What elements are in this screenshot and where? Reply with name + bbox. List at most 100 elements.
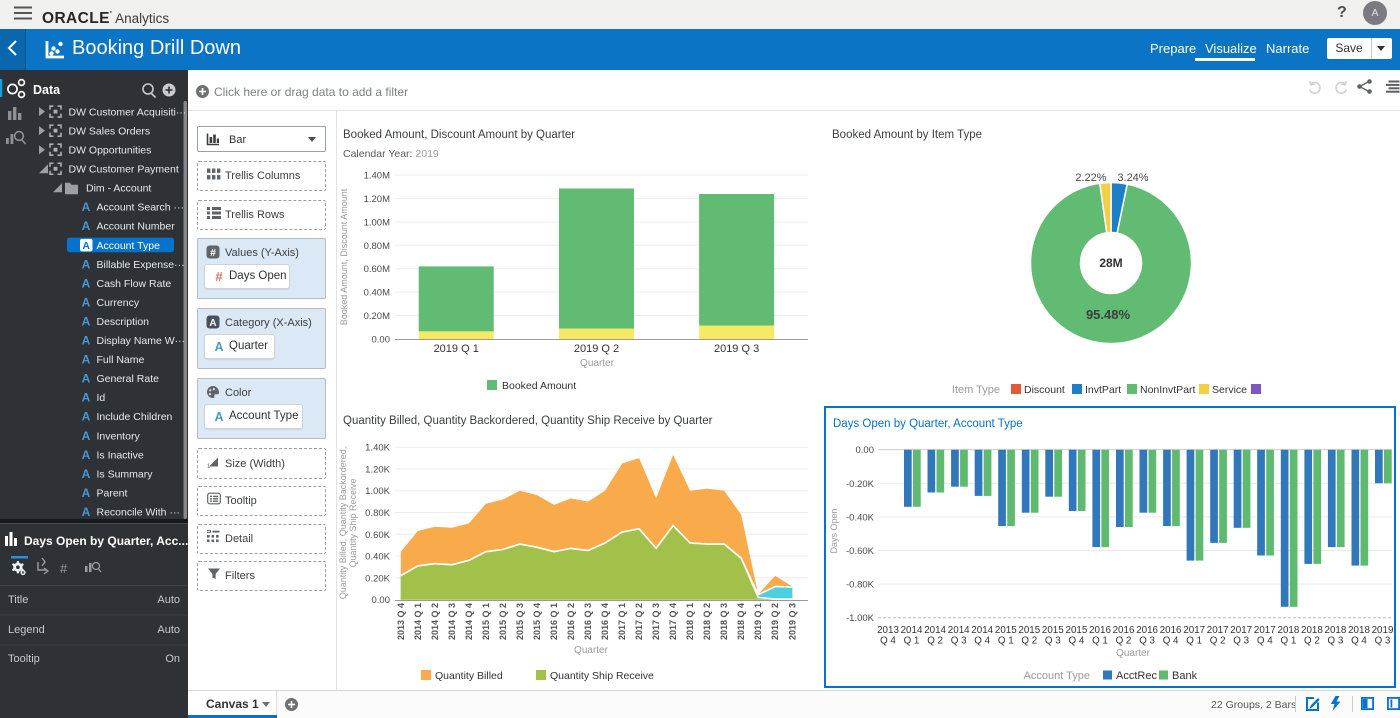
svg-text:Quarter: Quarter	[574, 645, 609, 656]
svg-text:A: A	[82, 467, 91, 481]
svg-text:Q 1: Q 1	[1186, 636, 1202, 647]
svg-text:1: 1	[207, 464, 211, 469]
svg-text:Reconcile With ···: Reconcile With ···	[97, 506, 180, 518]
svg-text:Discount: Discount	[1024, 384, 1065, 396]
svg-text:Q 3: Q 3	[1328, 636, 1344, 647]
svg-text:Is Inactive: Is Inactive	[97, 449, 144, 461]
svg-text:A: A	[82, 200, 91, 214]
svg-text:Inventory: Inventory	[97, 430, 141, 442]
svg-text:1.20M: 1.20M	[364, 194, 390, 205]
svg-text:Q 2: Q 2	[927, 636, 943, 647]
svg-text:2015 Q 2: 2015 Q 2	[498, 603, 508, 640]
svg-text:0.80M: 0.80M	[364, 241, 390, 252]
svg-text:Include Children: Include Children	[97, 411, 173, 423]
svg-text:1.20K: 1.20K	[365, 465, 390, 476]
svg-text:Q 3: Q 3	[1045, 636, 1061, 647]
svg-text:2019 Q 1: 2019 Q 1	[753, 603, 763, 640]
svg-text:NonInvtPart: NonInvtPart	[1140, 384, 1196, 396]
svg-text:2018: 2018	[1301, 625, 1323, 636]
svg-text:Q 2: Q 2	[1210, 636, 1226, 647]
svg-text:2014 Q 4: 2014 Q 4	[464, 603, 474, 640]
svg-text:Quarter: Quarter	[1116, 648, 1151, 659]
svg-text:0.00: 0.00	[372, 595, 391, 606]
svg-text:-0.60K: -0.60K	[846, 546, 875, 557]
svg-text:Quantity Billed, Quantity Back: Quantity Billed, Quantity Backordered,	[338, 447, 348, 600]
svg-text:0.20K: 0.20K	[365, 573, 390, 584]
svg-text:General Rate: General Rate	[97, 373, 160, 385]
svg-text:Display Name W···: Display Name W···	[97, 335, 186, 347]
svg-text:2015 Q 4: 2015 Q 4	[532, 603, 542, 640]
svg-text:DW Opportunities: DW Opportunities	[69, 145, 152, 157]
svg-text:0.60M: 0.60M	[364, 264, 390, 275]
svg-text:Quantity Billed, Quantity Back: Quantity Billed, Quantity Backordered, Q…	[343, 415, 713, 427]
svg-text:Billable Expense···: Billable Expense···	[97, 259, 185, 271]
svg-text:28M: 28M	[1099, 256, 1122, 270]
svg-text:2017: 2017	[1230, 625, 1252, 636]
svg-text:Legend: Legend	[8, 624, 45, 636]
svg-text:Auto: Auto	[157, 624, 180, 636]
svg-text:Booked Amount, Discount Amount: Booked Amount, Discount Amount by Quarte…	[343, 129, 575, 141]
svg-text:A: A	[82, 353, 91, 367]
svg-text:2014: 2014	[971, 625, 993, 636]
svg-text:Quarter: Quarter	[580, 358, 615, 369]
svg-text:Q 4: Q 4	[1351, 636, 1367, 647]
svg-text:Q 4: Q 4	[1257, 636, 1273, 647]
svg-text:2014: 2014	[924, 625, 946, 636]
svg-text:DW Sales Orders: DW Sales Orders	[69, 126, 151, 138]
svg-text:-0.80K: -0.80K	[846, 580, 875, 591]
svg-text:2014: 2014	[901, 625, 923, 636]
svg-text:0.60K: 0.60K	[365, 530, 390, 541]
svg-text:2015 Q 3: 2015 Q 3	[515, 603, 525, 640]
svg-text:2016 Q 4: 2016 Q 4	[600, 603, 610, 640]
svg-text:1.00M: 1.00M	[364, 217, 390, 228]
svg-text:0.00: 0.00	[856, 445, 875, 456]
svg-text:2015: 2015	[1018, 625, 1040, 636]
svg-text:A: A	[82, 257, 91, 271]
svg-text:1.00K: 1.00K	[365, 486, 390, 497]
svg-text:95.48%: 95.48%	[1086, 307, 1131, 322]
svg-text:Q 2: Q 2	[1021, 636, 1037, 647]
svg-text:A: A	[82, 276, 91, 290]
svg-text:2016: 2016	[1089, 625, 1111, 636]
svg-text:Q 1: Q 1	[1092, 636, 1108, 647]
svg-text:Q 2: Q 2	[1116, 636, 1132, 647]
svg-text:2017 Q 2: 2017 Q 2	[634, 603, 644, 640]
svg-text:Days Open by Quarter, Acc...: Days Open by Quarter, Acc...	[24, 534, 188, 548]
svg-text:2017 Q 3: 2017 Q 3	[651, 603, 661, 640]
svg-text:A: A	[82, 219, 91, 233]
svg-text:2014 Q 3: 2014 Q 3	[447, 603, 457, 640]
svg-text:-0.40K: -0.40K	[846, 512, 875, 523]
svg-text:2015: 2015	[1066, 625, 1088, 636]
svg-text:2013 Q 4: 2013 Q 4	[396, 603, 406, 640]
svg-text:Days Open by Quarter, Account: Days Open by Quarter, Account Type	[833, 418, 1023, 430]
svg-text:Booked Amount, Discount Amount: Booked Amount, Discount Amount	[339, 188, 349, 325]
svg-text:Q 2: Q 2	[1304, 636, 1320, 647]
svg-text:2015: 2015	[995, 625, 1017, 636]
svg-text:A: A	[209, 318, 216, 329]
svg-text:2018: 2018	[1325, 625, 1347, 636]
svg-text:Q 4: Q 4	[880, 636, 896, 647]
svg-text:2018 Q 1: 2018 Q 1	[685, 603, 695, 640]
svg-text:Quantity Billed: Quantity Billed	[435, 670, 503, 682]
svg-text:2018: 2018	[1348, 625, 1370, 636]
svg-text:2018 Q 2: 2018 Q 2	[702, 603, 712, 640]
svg-text:2017: 2017	[1254, 625, 1276, 636]
svg-text:2013: 2013	[877, 625, 899, 636]
svg-text:2019 Q 3: 2019 Q 3	[714, 343, 759, 355]
svg-text:2015 Q 1: 2015 Q 1	[481, 603, 491, 640]
svg-text:Q 1: Q 1	[1281, 636, 1297, 647]
svg-text:-0.20K: -0.20K	[846, 479, 875, 490]
svg-text:2018 Q 4: 2018 Q 4	[736, 603, 746, 640]
svg-text:2016 Q 3: 2016 Q 3	[583, 603, 593, 640]
svg-text:On: On	[165, 653, 180, 665]
svg-text:Q 4: Q 4	[974, 636, 990, 647]
svg-text:2016: 2016	[1136, 625, 1158, 636]
svg-text:A: A	[82, 429, 91, 443]
svg-text:2016: 2016	[1160, 625, 1182, 636]
svg-text:1.40K: 1.40K	[365, 443, 390, 454]
svg-text:Account Number: Account Number	[97, 221, 176, 233]
svg-text:2016 Q 1: 2016 Q 1	[549, 603, 559, 640]
svg-text:Bank: Bank	[1172, 670, 1198, 682]
svg-text:Description: Description	[97, 316, 150, 328]
svg-text:Q 1: Q 1	[904, 636, 920, 647]
